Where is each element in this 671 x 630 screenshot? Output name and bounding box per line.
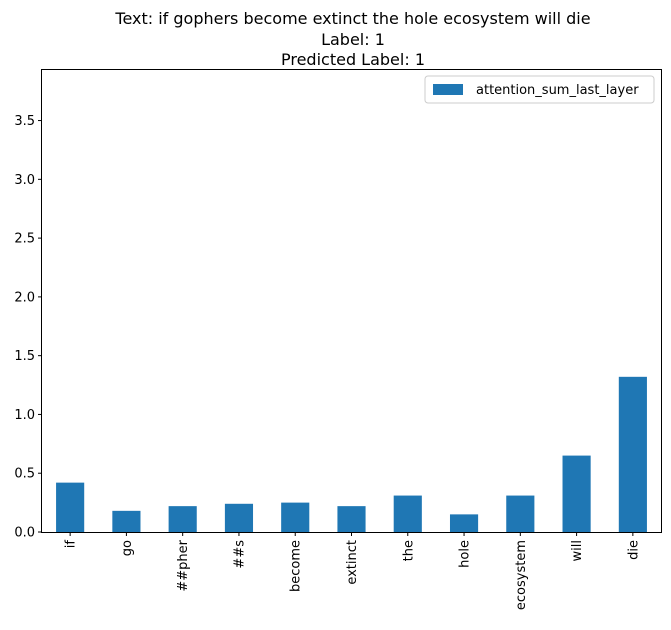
bar-become — [281, 502, 310, 532]
bar-ecosystem — [506, 495, 535, 532]
y-tick-label: 1.0 — [14, 408, 35, 423]
plot-frame — [41, 69, 662, 533]
chart-title: Text: if gophers become extinct the hole… — [114, 9, 590, 69]
legend-swatch — [433, 84, 463, 95]
bar-die — [618, 376, 647, 532]
bar-if — [56, 482, 85, 532]
bar-extinct — [337, 506, 366, 532]
x-tick-label: ##pher — [176, 539, 191, 591]
bar-go — [112, 510, 141, 532]
bar-will — [562, 455, 591, 532]
y-tick-label: 0.5 — [14, 467, 35, 482]
legend: attention_sum_last_layer — [424, 75, 655, 104]
x-tick-label: the — [401, 540, 416, 561]
y-tick-label: 3.5 — [14, 114, 35, 129]
bar-s — [224, 503, 254, 532]
y-tick-label: 0.0 — [14, 526, 35, 541]
x-tick-label: go — [120, 540, 135, 556]
x-tick-label: die — [626, 540, 641, 560]
x-tick-label: extinct — [345, 540, 360, 585]
chart-title-line-3: Predicted Label: 1 — [281, 50, 425, 69]
x-axis: if go ##pher ##s become extinct the hole ecosyst… — [64, 532, 641, 610]
x-tick-label: if — [64, 540, 79, 549]
legend-label: attention_sum_last_layer — [476, 83, 639, 98]
bars-group — [56, 376, 647, 532]
y-tick-label: 3.0 — [14, 173, 35, 188]
x-tick-label: hole — [458, 540, 473, 568]
x-tick-label: ##s — [232, 540, 247, 569]
bar-the — [393, 495, 422, 532]
chart-title-line-2: Label: 1 — [321, 30, 385, 49]
legend-box — [424, 75, 655, 104]
y-tick-label: 2.0 — [14, 290, 35, 305]
bar-pher — [168, 506, 197, 532]
y-tick-label: 2.5 — [14, 232, 35, 247]
y-tick-label: 1.5 — [14, 349, 35, 364]
x-tick-label: ecosystem — [514, 540, 529, 610]
x-tick-label: become — [289, 540, 304, 592]
chart-title-line-1: Text: if gophers become extinct the hole… — [114, 9, 590, 28]
y-axis: 0.0 0.5 1.0 1.5 2.0 2.5 3.0 3.5 — [14, 114, 42, 541]
bar-hole — [449, 514, 479, 532]
x-tick-label: will — [570, 540, 585, 561]
